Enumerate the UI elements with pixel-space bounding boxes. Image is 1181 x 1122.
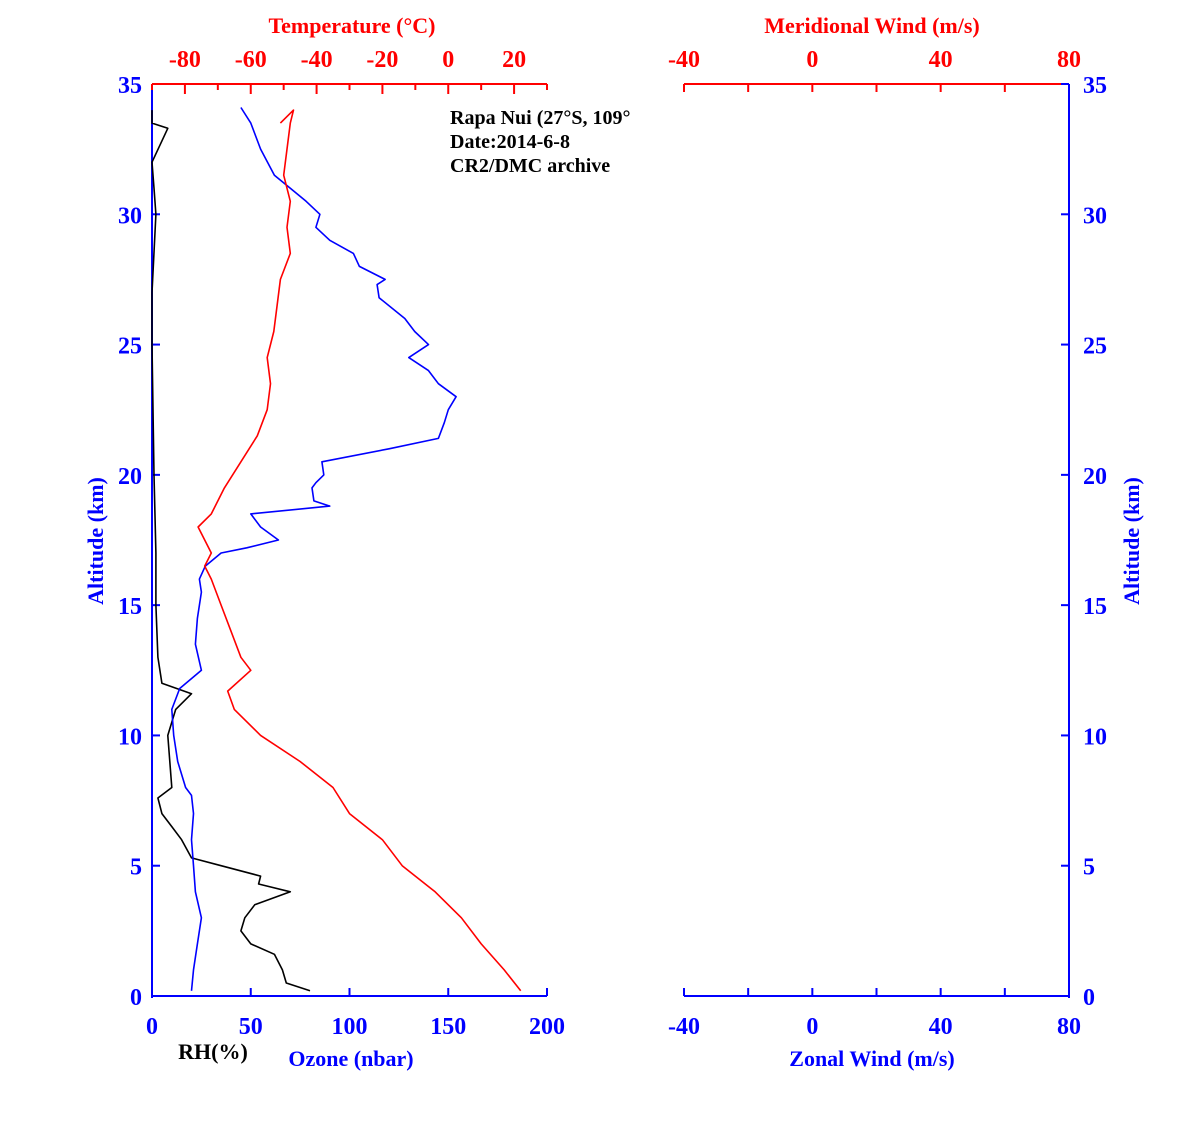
station-annotation: Rapa Nui (27°S, 109° Date:2014-6-8 CR2/D… — [450, 107, 630, 177]
left-axes: 0 5 10 15 20 25 30 35 0 50 100 150 200 -80 -60 -40 -20 0 2… — [118, 47, 565, 1040]
altitude-tick-label: 20 — [118, 464, 142, 490]
rh-line — [151, 110, 311, 992]
ozone-nbar-line — [171, 107, 457, 991]
temperature-tick-label: -80 — [169, 47, 201, 73]
altitude-tick-label: 25 — [118, 334, 142, 360]
temperature-tick-label: -40 — [301, 47, 333, 73]
zonal-wind-axis-title: Zonal Wind (m/s) — [789, 1046, 954, 1071]
right-altitude-tick-label: 15 — [1083, 594, 1107, 620]
temperature-axis-title: Temperature (°C) — [268, 13, 435, 38]
right-altitude-tick-label: 5 — [1083, 855, 1095, 881]
altitude-tick-label: 0 — [130, 985, 142, 1011]
zonal-wind-tick-label: 0 — [806, 1014, 818, 1040]
date-label: Date:2014-6-8 — [450, 131, 570, 153]
altitude-tick-label: 35 — [118, 73, 142, 99]
ozone-tick-label: 0 — [146, 1014, 158, 1040]
zonal-wind-tick-label: -40 — [668, 1014, 700, 1040]
ozone-tick-label: 200 — [529, 1014, 565, 1040]
right-altitude-tick-label: 30 — [1083, 203, 1107, 229]
meridional-wind-tick-label: 0 — [806, 47, 818, 73]
ozone-tick-label: 100 — [332, 1014, 368, 1040]
station-label: Rapa Nui (27°S, 109° — [450, 107, 630, 129]
altitude-tick-label: 15 — [118, 594, 142, 620]
meridional-wind-axis-title: Meridional Wind (m/s) — [764, 13, 980, 38]
right-altitude-title: Altitude (km) — [1119, 477, 1144, 605]
meridional-wind-tick-label: -40 — [668, 47, 700, 73]
altitude-tick-label: 10 — [118, 724, 142, 750]
right-altitude-tick-label: 20 — [1083, 464, 1107, 490]
right-altitude-tick-label: 25 — [1083, 334, 1107, 360]
right-altitude-tick-label: 0 — [1083, 985, 1095, 1011]
ozone-tick-label: 50 — [239, 1014, 263, 1040]
zonal-wind-tick-label: 80 — [1057, 1014, 1081, 1040]
zonal-wind-tick-label: 40 — [929, 1014, 953, 1040]
temperature-tick-label: -20 — [366, 47, 398, 73]
altitude-tick-label: 5 — [130, 855, 142, 881]
rh-axis-title: RH(%) — [178, 1039, 248, 1064]
temperature-tick-label: 0 — [442, 47, 454, 73]
temperature-tick-label: -60 — [235, 47, 267, 73]
left-series — [151, 107, 522, 992]
temperature-c-line — [197, 109, 522, 992]
altitude-tick-label: 30 — [118, 203, 142, 229]
meridional-wind-tick-label: 80 — [1057, 47, 1081, 73]
ozone-axis-title: Ozone (nbar) — [288, 1046, 413, 1071]
right-altitude-tick-label: 35 — [1083, 73, 1107, 99]
meridional-wind-tick-label: 40 — [929, 47, 953, 73]
ozone-tick-label: 150 — [430, 1014, 466, 1040]
right-altitude-tick-label: 10 — [1083, 724, 1107, 750]
left-altitude-title: Altitude (km) — [83, 477, 108, 605]
archive-label: CR2/DMC archive — [450, 155, 610, 177]
temperature-tick-label: 20 — [502, 47, 526, 73]
left-panel: 0 5 10 15 20 25 30 35 0 50 100 150 200 -80 -60 -40 -20 0 2… — [83, 13, 630, 1071]
